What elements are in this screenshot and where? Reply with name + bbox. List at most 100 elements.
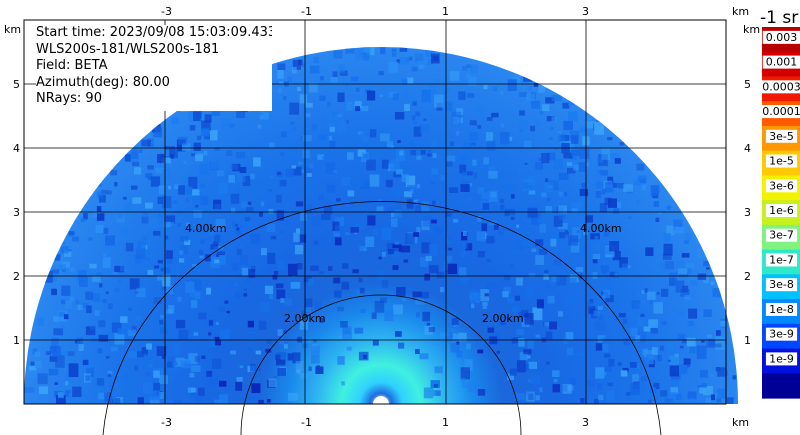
field-speckle bbox=[447, 247, 453, 251]
field-speckle bbox=[395, 331, 402, 337]
field-speckle bbox=[462, 66, 468, 71]
field-speckle bbox=[416, 226, 421, 233]
field-speckle bbox=[462, 242, 468, 249]
field-speckle bbox=[333, 170, 338, 174]
field-speckle bbox=[181, 360, 191, 369]
field-speckle bbox=[689, 398, 696, 403]
field-speckle bbox=[603, 273, 612, 281]
field-speckle bbox=[530, 125, 536, 132]
field-speckle bbox=[486, 117, 493, 121]
field-speckle bbox=[299, 213, 307, 221]
field-speckle bbox=[395, 241, 400, 245]
field-speckle bbox=[160, 267, 164, 272]
field-speckle bbox=[240, 255, 248, 265]
field-speckle bbox=[431, 200, 436, 205]
field-speckle bbox=[124, 154, 131, 162]
field-speckle bbox=[581, 182, 586, 189]
range-ring-inner bbox=[240, 294, 522, 435]
field-speckle bbox=[62, 261, 70, 268]
field-speckle bbox=[509, 368, 517, 376]
field-speckle bbox=[376, 206, 384, 212]
field-speckle bbox=[276, 289, 286, 300]
field-speckle bbox=[197, 399, 202, 404]
field-speckle bbox=[586, 215, 593, 223]
field-speckle bbox=[662, 253, 672, 260]
field-speckle bbox=[459, 267, 467, 277]
field-speckle bbox=[459, 157, 466, 165]
field-speckle bbox=[516, 240, 524, 250]
field-speckle bbox=[117, 328, 127, 335]
field-speckle bbox=[38, 386, 48, 394]
y-tick-right: 5 bbox=[744, 78, 751, 91]
field-speckle bbox=[189, 125, 196, 131]
plot-frame bbox=[23, 19, 727, 405]
field-speckle bbox=[492, 86, 498, 92]
field-speckle bbox=[263, 189, 273, 197]
field-speckle bbox=[602, 344, 609, 353]
field-speckle bbox=[96, 272, 102, 279]
field-speckle bbox=[301, 310, 305, 315]
field-speckle bbox=[51, 288, 57, 296]
field-speckle bbox=[523, 363, 530, 371]
field-speckle bbox=[466, 171, 473, 176]
colorbar-label: 3e-5 bbox=[769, 130, 794, 143]
field-speckle bbox=[477, 125, 481, 129]
field-speckle bbox=[295, 201, 304, 207]
field-speckle bbox=[178, 329, 189, 340]
field-speckle bbox=[537, 218, 543, 223]
field-speckle bbox=[473, 172, 478, 179]
field-speckle bbox=[54, 382, 58, 385]
field-speckle bbox=[190, 387, 197, 393]
field-speckle bbox=[399, 150, 404, 156]
colorbar-label: 3e-6 bbox=[769, 179, 794, 192]
field-speckle bbox=[178, 185, 185, 195]
colorbar-label: 1e-7 bbox=[769, 253, 794, 266]
field-speckle bbox=[433, 384, 438, 388]
field-speckle bbox=[97, 191, 103, 198]
field-speckle bbox=[456, 108, 464, 115]
field-speckle bbox=[153, 230, 161, 236]
field-speckle bbox=[593, 173, 603, 186]
field-speckle bbox=[545, 97, 555, 104]
field-speckle bbox=[535, 162, 544, 170]
field-speckle bbox=[595, 191, 601, 198]
field-speckle bbox=[421, 89, 431, 103]
field-speckle bbox=[394, 209, 403, 218]
field-speckle bbox=[527, 207, 538, 218]
field-speckle bbox=[391, 212, 395, 218]
ring-label-inner-left: 2.00km bbox=[284, 312, 326, 325]
field-speckle bbox=[496, 350, 500, 354]
field-speckle bbox=[669, 355, 679, 366]
y-tick-right: 3 bbox=[744, 206, 751, 219]
field-speckle bbox=[210, 261, 214, 266]
field-speckle bbox=[336, 198, 341, 202]
field-speckle bbox=[715, 336, 725, 350]
field-speckle bbox=[209, 378, 219, 385]
field-speckle bbox=[79, 324, 83, 328]
field-speckle bbox=[613, 206, 619, 214]
field-speckle bbox=[504, 275, 510, 281]
field-speckle bbox=[204, 114, 212, 123]
colorbar-unit-label: -1 sr bbox=[760, 8, 799, 28]
field-speckle bbox=[303, 275, 312, 283]
field-speckle bbox=[575, 267, 584, 272]
x-tick-bottom: -3 bbox=[161, 416, 172, 429]
field-speckle bbox=[291, 166, 302, 176]
field-speckle bbox=[602, 372, 607, 376]
field-speckle bbox=[325, 162, 336, 174]
field-speckle bbox=[477, 251, 485, 258]
field-speckle bbox=[206, 287, 212, 295]
field-speckle bbox=[98, 183, 102, 187]
field-speckle bbox=[354, 101, 362, 109]
ring-label-inner-right: 2.00km bbox=[482, 312, 524, 325]
field-speckle bbox=[149, 396, 160, 404]
x-tick-bottom: -1 bbox=[301, 416, 312, 429]
field-speckle bbox=[703, 386, 713, 396]
field-speckle bbox=[603, 230, 610, 237]
field-speckle bbox=[609, 241, 620, 252]
x-tick-top: 3 bbox=[582, 5, 589, 18]
field-speckle bbox=[110, 346, 118, 352]
field-speckle bbox=[162, 149, 170, 156]
field-speckle bbox=[161, 157, 171, 164]
field-speckle bbox=[498, 206, 509, 216]
